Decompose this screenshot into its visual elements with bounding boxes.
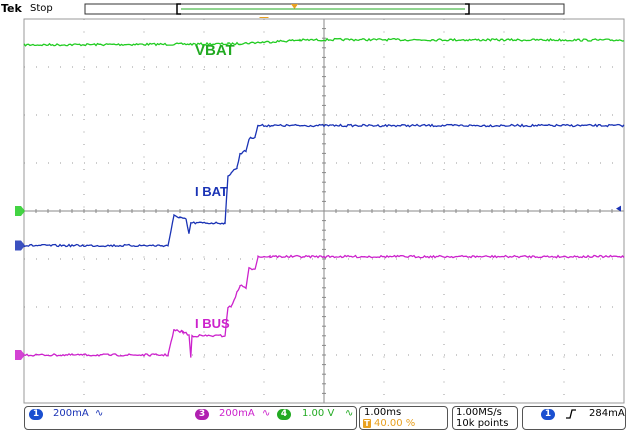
trigger-position: 40.00 % xyxy=(374,418,416,429)
sample-rate: 1.00MS/s xyxy=(456,407,502,418)
trigger-level: 284mA xyxy=(589,408,625,419)
ch3-coupling-icon: ∿ xyxy=(262,408,271,419)
trigger-position-marker xyxy=(259,17,269,18)
ibat-trace-label: I BAT xyxy=(195,184,228,199)
trace-i-bus xyxy=(23,254,625,358)
channel-readout-panel[interactable]: 1 200mA ∿ 3 200mA ∿ 4 1.00 V ∿ xyxy=(24,406,357,430)
ch1-coupling-icon: ∿ xyxy=(95,408,104,419)
ch1-scale: 200mA xyxy=(53,408,89,419)
ibus-trace-label: I BUS xyxy=(195,316,230,331)
ch3-badge: 3 xyxy=(195,409,209,420)
trace-vbat xyxy=(23,37,625,47)
trigger-source-badge: 1 xyxy=(541,409,555,420)
vbat-trace-label: VBAT xyxy=(195,42,235,59)
trigger-panel[interactable]: 1 284mA xyxy=(522,406,626,430)
record-trigger-marker xyxy=(291,4,298,9)
trace-i-bat xyxy=(23,123,625,248)
record-position-bar xyxy=(84,3,565,18)
rising-edge-icon xyxy=(566,409,576,419)
ch1-offset-marker xyxy=(15,240,25,251)
acquisition-status: Stop xyxy=(30,3,53,14)
ch4-offset-marker xyxy=(15,206,25,216)
trigger-level-marker xyxy=(616,205,621,212)
trigger-position-icon: T xyxy=(363,419,371,428)
time-per-div: 1.00ms xyxy=(364,407,402,418)
ch1-badge: 1 xyxy=(29,409,43,420)
acquisition-panel[interactable]: 1.00MS/s 10k points xyxy=(452,406,518,430)
record-length: 10k points xyxy=(456,418,509,429)
timebase-panel[interactable]: 1.00ms T 40.00 % xyxy=(359,406,448,430)
ch4-scale: 1.00 V xyxy=(302,408,335,419)
ch4-coupling-icon: ∿ xyxy=(345,408,354,419)
ch3-scale: 200mA xyxy=(219,408,255,419)
header-bar: Tek Stop xyxy=(0,0,628,18)
ch3-offset-marker xyxy=(15,350,25,360)
brand-logo: Tek xyxy=(1,2,22,15)
ch4-badge: 4 xyxy=(277,409,291,420)
